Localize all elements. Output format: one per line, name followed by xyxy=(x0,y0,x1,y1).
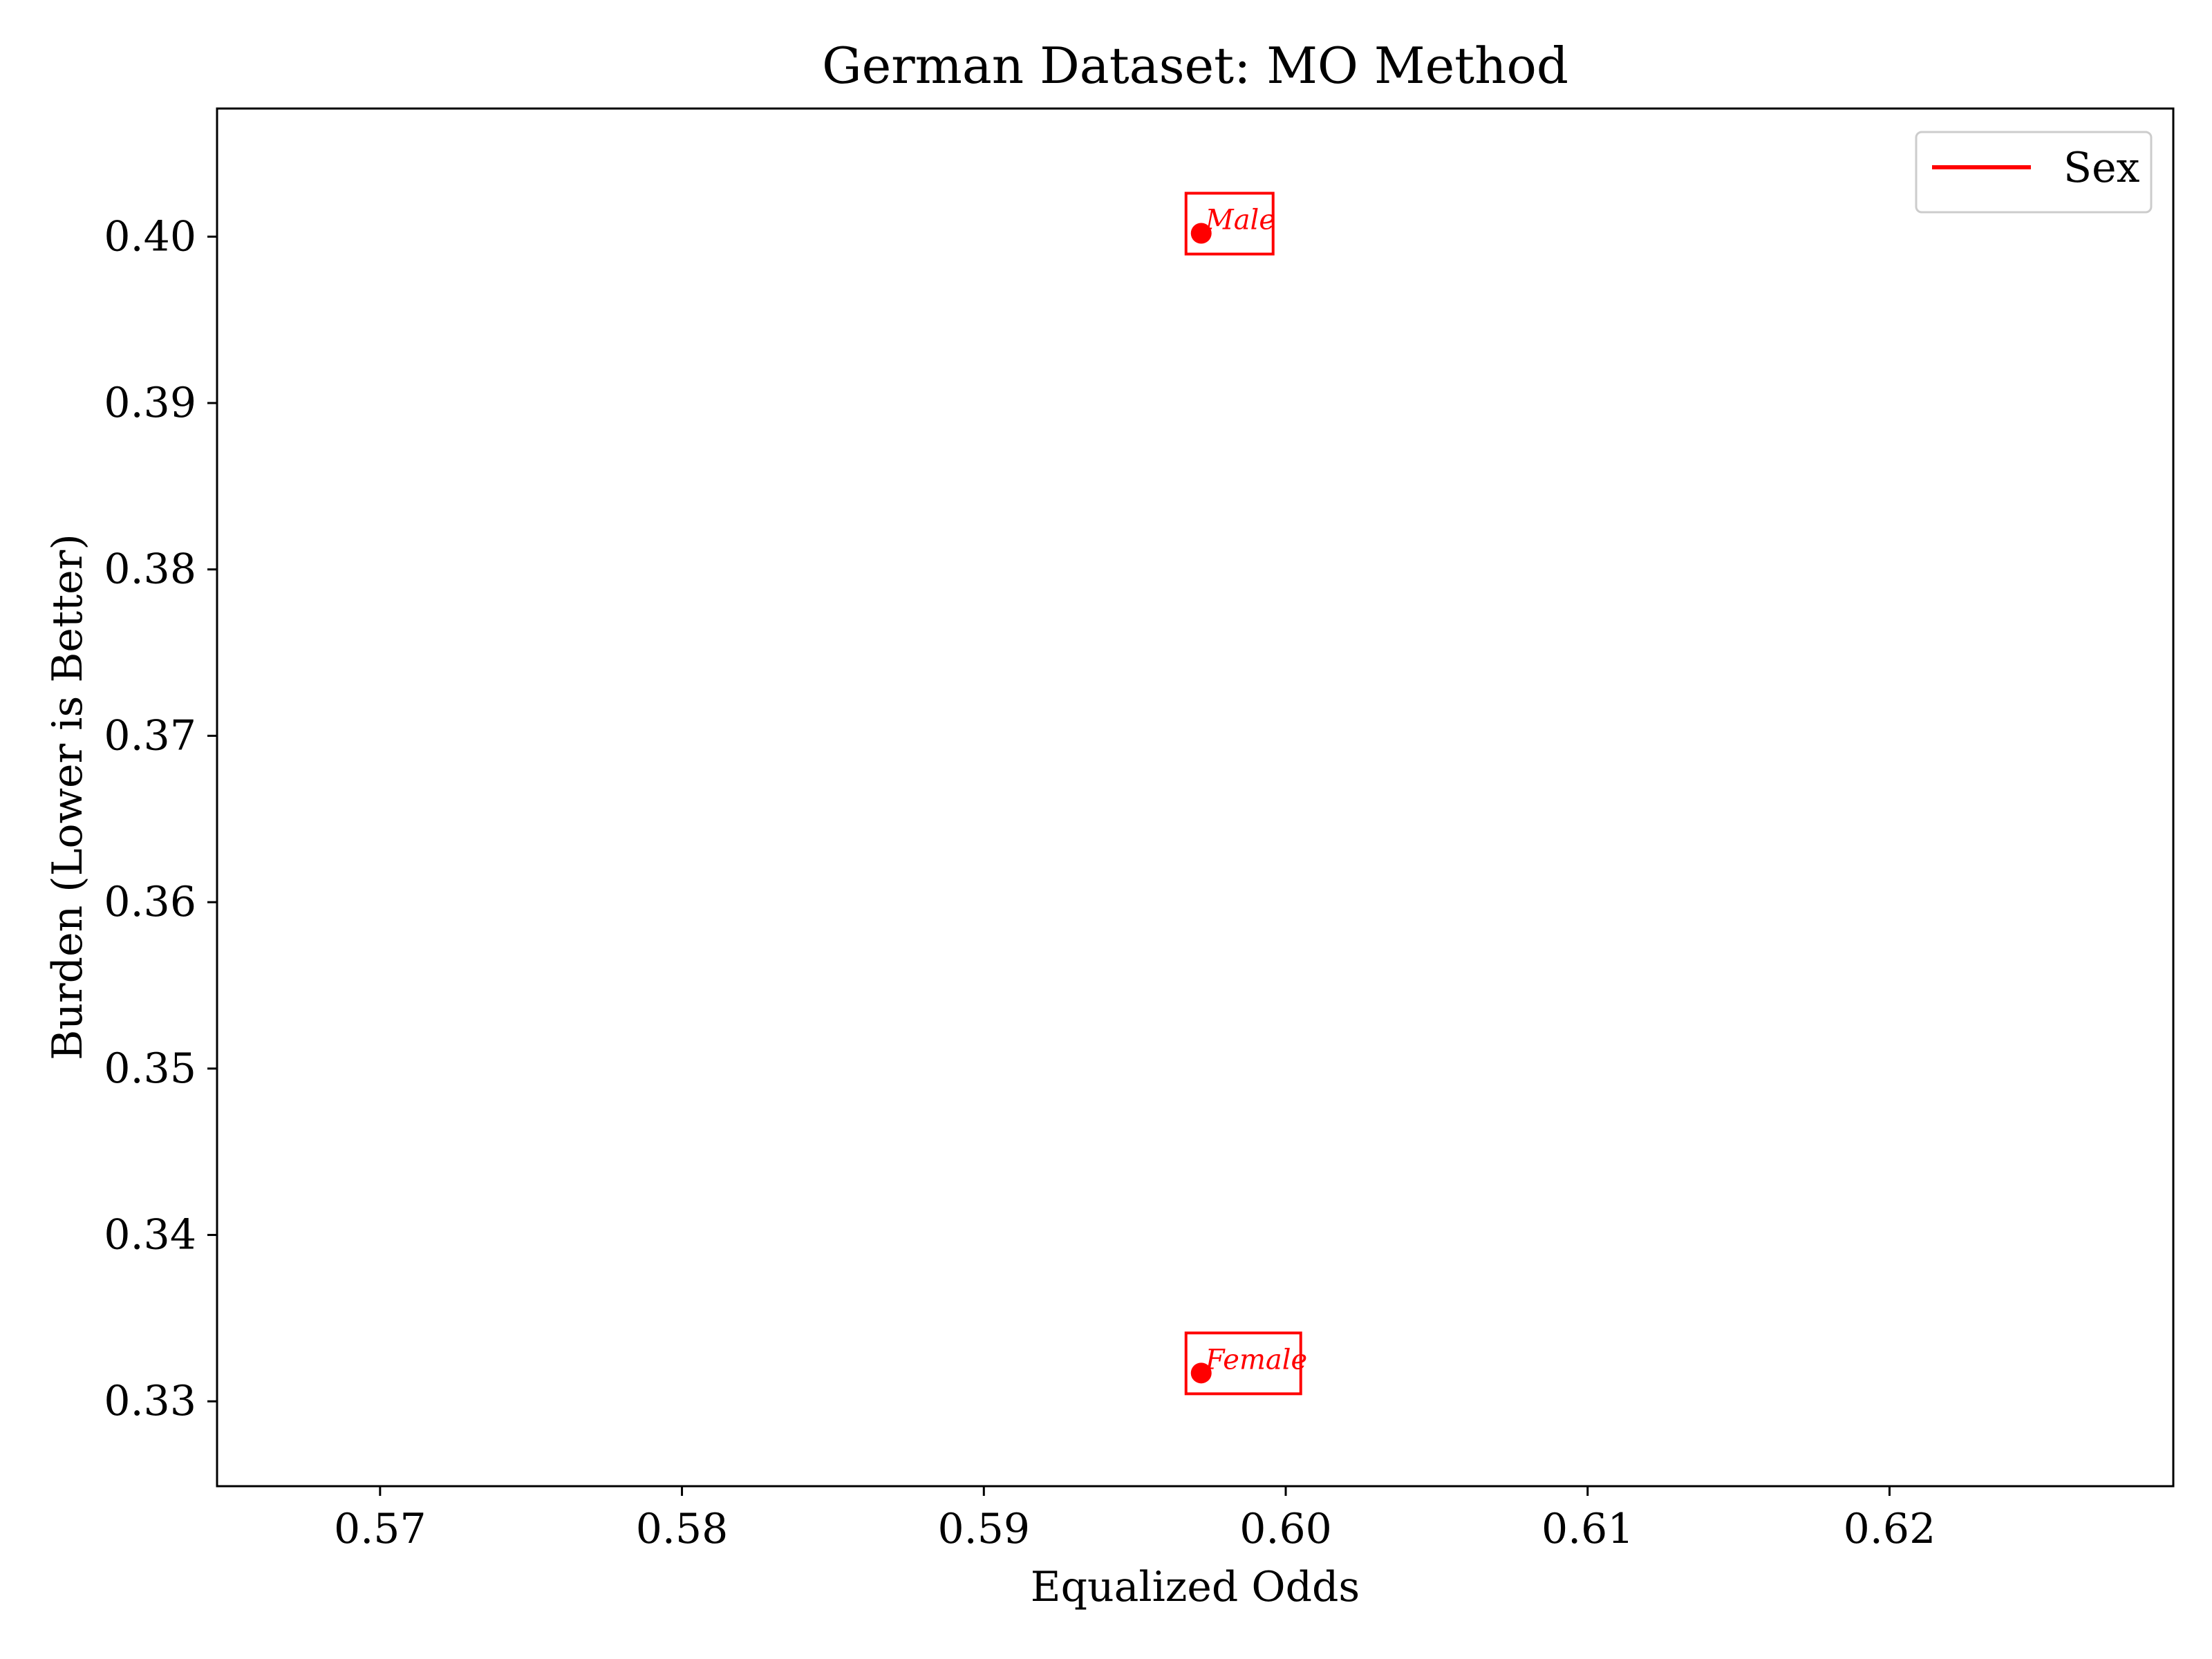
point-label-box xyxy=(1184,191,1275,256)
chart-title: German Dataset: MO Method xyxy=(822,37,1568,95)
y-axis-label: Burden (Lower is Better) xyxy=(44,534,92,1060)
x-tick-label: 0.57 xyxy=(334,1505,427,1553)
point-label-box xyxy=(1184,1331,1302,1396)
x-tick-label: 0.59 xyxy=(937,1505,1030,1553)
y-tick-label: 0.38 xyxy=(104,545,196,594)
x-axis-label: Equalized Odds xyxy=(1031,1563,1360,1611)
plot-area-frame xyxy=(216,107,2175,1488)
y-tick-label: 0.35 xyxy=(104,1044,196,1093)
y-tick-label: 0.34 xyxy=(104,1211,196,1259)
y-tick-label: 0.40 xyxy=(104,212,196,261)
y-tick-label: 0.39 xyxy=(104,379,196,427)
legend-label-sex: Sex xyxy=(2063,144,2140,192)
y-tick-label: 0.37 xyxy=(104,711,196,760)
x-tick-label: 0.58 xyxy=(636,1505,729,1553)
legend: Sex xyxy=(1915,131,2153,214)
point-label: Female xyxy=(1205,1344,1307,1376)
series-points: Male Female xyxy=(1184,191,1307,1396)
x-tick-label: 0.60 xyxy=(1239,1505,1332,1553)
data-point xyxy=(1190,223,1212,244)
x-axis: 0.57 0.58 0.59 0.60 0.61 0.62 xyxy=(334,1486,1936,1553)
point-label: Male xyxy=(1205,205,1275,236)
data-point xyxy=(1190,1362,1212,1384)
y-axis: 0.33 0.34 0.35 0.36 0.37 0.38 0.39 0.40 xyxy=(104,212,217,1425)
y-tick-label: 0.36 xyxy=(104,878,196,926)
y-tick-label: 0.33 xyxy=(104,1377,196,1425)
x-tick-label: 0.61 xyxy=(1541,1505,1634,1553)
x-tick-label: 0.62 xyxy=(1844,1505,1936,1553)
legend-frame xyxy=(1915,131,2153,214)
